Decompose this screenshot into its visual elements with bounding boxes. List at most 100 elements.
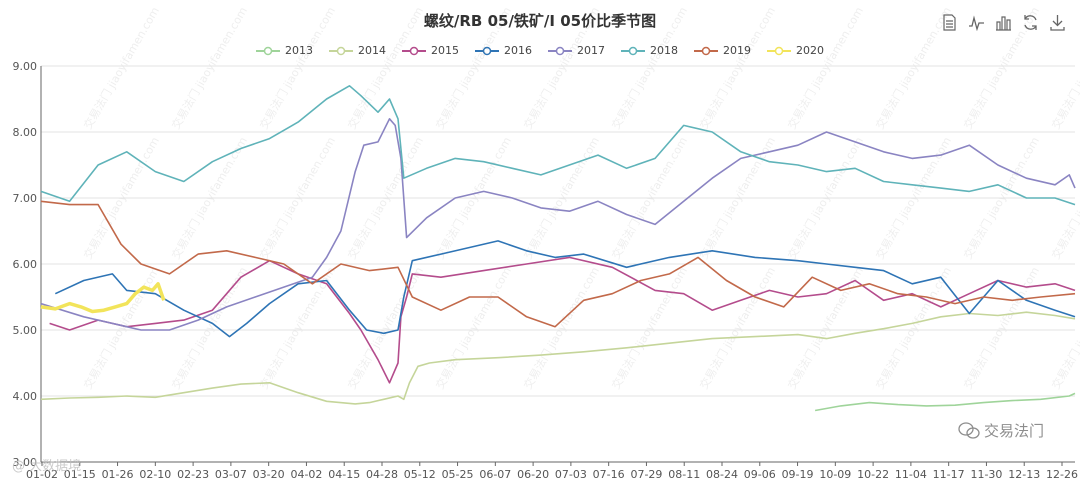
- x-tick-label: 07-29: [630, 468, 662, 481]
- toolbox: [941, 14, 1066, 31]
- legend-item-2020[interactable]: 2020: [767, 44, 824, 57]
- chart-legend: 2013 2014 2015 2016 2017 2018 2019 2020: [0, 44, 1080, 57]
- legend-swatch: [694, 46, 718, 55]
- legend-swatch-marker: [555, 46, 565, 55]
- x-tick-label: 04-15: [328, 468, 360, 481]
- wechat-icon: [958, 421, 980, 439]
- chart-title: 螺纹/RB 05/铁矿/I 05价比季节图: [423, 12, 657, 30]
- watermark-left: @ 大数据境: [12, 459, 82, 474]
- watermark-text: 交易法门 jiaoyifamen.com: [520, 4, 601, 131]
- x-tick-label: 12-26: [1046, 468, 1078, 481]
- legend-swatch-marker: [263, 46, 273, 55]
- series-line-2015: [49, 256, 1076, 384]
- series-line-2020: [40, 282, 166, 314]
- y-tick-label: 7.00: [13, 192, 38, 205]
- legend-label: 2019: [723, 44, 751, 57]
- legend-swatch-marker: [628, 46, 638, 55]
- legend-swatch: [475, 46, 499, 55]
- x-tick-label: 09-19: [782, 468, 814, 481]
- watermark-text: 交易法门 jiaoyifamen.com: [1048, 4, 1080, 131]
- x-tick-label: 11-17: [933, 468, 965, 481]
- bar-chart-icon[interactable]: [995, 14, 1012, 31]
- y-tick-label: 5.00: [13, 324, 38, 337]
- watermark-text: 交易法门 jiaoyifamen.com: [168, 4, 249, 131]
- legend-swatch-marker: [774, 46, 784, 55]
- x-tick-label: 04-02: [290, 468, 322, 481]
- series-line-2019: [40, 200, 1076, 328]
- legend-swatch-marker: [701, 46, 711, 55]
- x-tick-label: 06-07: [479, 468, 511, 481]
- restore-icon[interactable]: [1022, 14, 1039, 31]
- y-tick-label: 4.00: [13, 390, 38, 403]
- y-tick-label: 8.00: [13, 126, 38, 139]
- legend-item-2016[interactable]: 2016: [475, 44, 532, 57]
- x-tick-label: 08-11: [668, 468, 700, 481]
- x-tick-label: 01-26: [102, 468, 134, 481]
- x-tick-label: 09-06: [744, 468, 776, 481]
- x-tick-label: 10-22: [857, 468, 889, 481]
- x-tick-label: 03-20: [253, 468, 285, 481]
- watermark-text: 交易法门 jiaoyifamen.com: [80, 4, 161, 131]
- data-view-icon[interactable]: [941, 14, 958, 31]
- x-tick-label: 06-20: [517, 468, 549, 481]
- line-chart-icon[interactable]: [968, 14, 985, 31]
- watermark-text: 交易法门 jiaoyifamen.com: [256, 4, 337, 131]
- legend-label: 2018: [650, 44, 678, 57]
- watermark-text: 交易法门 jiaoyifamen.com: [432, 264, 513, 391]
- legend-swatch: [621, 46, 645, 55]
- y-tick-label: 6.00: [13, 258, 38, 271]
- watermark-text: 交易法门 jiaoyifamen.com: [344, 4, 425, 131]
- x-tick-label: 02-10: [139, 468, 171, 481]
- legend-item-2019[interactable]: 2019: [694, 44, 751, 57]
- series-line-2014: [40, 311, 1076, 405]
- watermark-text: 交易法门 jiaoyifamen.com: [784, 4, 865, 131]
- x-tick-label: 12-13: [1008, 468, 1040, 481]
- x-tick-label: 10-09: [819, 468, 851, 481]
- x-tick-label: 08-24: [706, 468, 738, 481]
- legend-swatch: [548, 46, 572, 55]
- watermark-text: 交易法门 jiaoyifamen.com: [608, 264, 689, 391]
- watermark-text: 交易法门 jiaoyifamen.com: [168, 264, 249, 391]
- x-tick-label: 02-23: [177, 468, 209, 481]
- watermark-text: 交易法门 jiaoyifamen.com: [432, 4, 513, 131]
- series-line-2013: [814, 392, 1076, 412]
- watermark-text: 交易法门 jiaoyifamen.com: [872, 4, 953, 131]
- x-tick-label: 01-02: [26, 468, 58, 481]
- legend-item-2014[interactable]: 2014: [329, 44, 386, 57]
- x-tick-label: 11-04: [895, 468, 927, 481]
- legend-item-2015[interactable]: 2015: [402, 44, 459, 57]
- series-line-2017: [40, 118, 1076, 331]
- x-tick-label: 07-16: [593, 468, 625, 481]
- legend-item-2013[interactable]: 2013: [256, 44, 313, 57]
- legend-label: 2014: [358, 44, 386, 57]
- legend-swatch: [767, 46, 791, 55]
- y-tick-label: 3.00: [13, 456, 38, 469]
- series-line-2016: [54, 240, 1076, 338]
- x-tick-label: 05-12: [404, 468, 436, 481]
- x-tick-label: 07-03: [555, 468, 587, 481]
- legend-item-2017[interactable]: 2017: [548, 44, 605, 57]
- legend-item-2018[interactable]: 2018: [621, 44, 678, 57]
- x-tick-label: 11-30: [970, 468, 1002, 481]
- x-tick-label: 04-28: [366, 468, 398, 481]
- legend-label: 2016: [504, 44, 532, 57]
- x-tick-label: 01-15: [64, 468, 96, 481]
- series-line-2018: [40, 85, 1076, 206]
- legend-swatch-marker: [482, 46, 492, 55]
- legend-swatch-marker: [336, 46, 346, 55]
- watermark-badge: 交易法门: [958, 420, 1044, 441]
- legend-label: 2020: [796, 44, 824, 57]
- x-tick-label: 05-25: [442, 468, 474, 481]
- watermark-text: 交易法门 jiaoyifamen.com: [608, 4, 689, 131]
- legend-label: 2013: [285, 44, 313, 57]
- legend-swatch-marker: [409, 46, 419, 55]
- y-tick-label: 9.00: [13, 60, 38, 73]
- watermark-text: 交易法门 jiaoyifamen.com: [520, 264, 601, 391]
- x-tick-label: 03-07: [215, 468, 247, 481]
- legend-label: 2017: [577, 44, 605, 57]
- watermark-text: 交易法门 jiaoyifamen.com: [960, 4, 1041, 131]
- download-icon[interactable]: [1049, 14, 1066, 31]
- watermark-text: 交易法门 jiaoyifamen.com: [696, 4, 777, 131]
- legend-swatch: [329, 46, 353, 55]
